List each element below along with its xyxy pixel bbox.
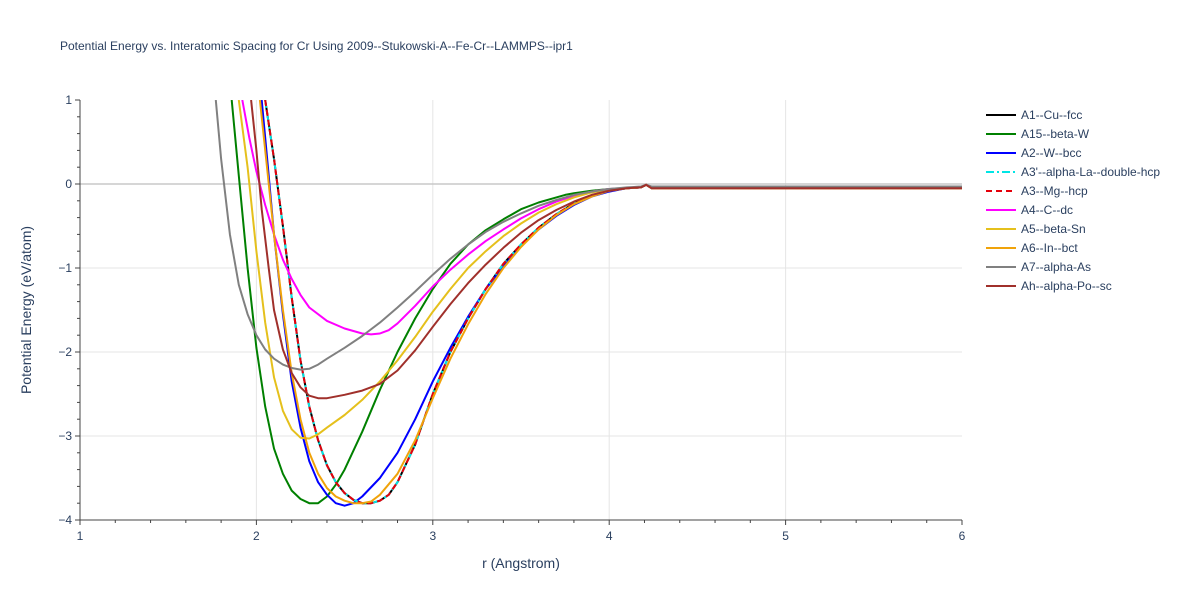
y-axis-title: Potential Energy (eV/atom) (18, 226, 34, 394)
legend-label: Ah--alpha-Po--sc (1021, 279, 1112, 293)
x-tick-label: 6 (959, 529, 966, 543)
legend-item-6[interactable]: A5--beta-Sn (986, 222, 1086, 236)
y-tick-label: 0 (65, 177, 72, 191)
legend-label: A1--Cu--fcc (1021, 108, 1082, 122)
x-tick-label: 3 (429, 529, 436, 543)
series-line-9 (250, 100, 962, 400)
y-tick-label: −2 (58, 345, 72, 359)
y-tick-label: −4 (58, 513, 72, 527)
legend-label: A2--W--bcc (1021, 146, 1081, 160)
legend-item-4[interactable]: A3--Mg--hcp (986, 184, 1088, 198)
y-tick-label: −3 (58, 429, 72, 443)
legend-item-8[interactable]: A7--alpha-As (986, 260, 1091, 274)
legend-label: A6--In--bct (1021, 241, 1078, 255)
legend-label: A4--C--dc (1021, 203, 1073, 217)
tick-labels: 1 2 3 4 5 6 1 0 −1 −2 −3 −4 (58, 93, 965, 543)
x-tick-label: 2 (253, 529, 260, 543)
gridlines (80, 100, 962, 520)
legend-label: A3'--alpha-La--double-hcp (1021, 165, 1160, 179)
legend-label: A7--alpha-As (1021, 260, 1091, 274)
x-axis-title: r (Angstrom) (482, 555, 560, 571)
legend-label: A5--beta-Sn (1021, 222, 1086, 236)
legend-item-7[interactable]: A6--In--bct (986, 241, 1078, 255)
x-tick-label: 4 (606, 529, 613, 543)
axes (75, 99, 963, 525)
series-lines (214, 100, 962, 507)
x-tick-label: 1 (77, 529, 84, 543)
legend-label: A15--beta-W (1021, 127, 1090, 141)
y-tick-label: −1 (58, 261, 72, 275)
legend-item-1[interactable]: A15--beta-W (986, 127, 1090, 141)
chart-title: Potential Energy vs. Interatomic Spacing… (60, 39, 573, 53)
legend-item-2[interactable]: A2--W--bcc (986, 146, 1081, 160)
legend-item-0[interactable]: A1--Cu--fcc (986, 108, 1082, 122)
legend-item-3[interactable]: A3'--alpha-La--double-hcp (986, 165, 1160, 179)
legend-label: A3--Mg--hcp (1021, 184, 1088, 198)
legend-item-9[interactable]: Ah--alpha-Po--sc (986, 279, 1112, 293)
legend[interactable]: A1--Cu--fcc A15--beta-W A2--W--bcc A3'--alp… (986, 108, 1160, 293)
y-tick-label: 1 (65, 93, 72, 107)
x-tick-label: 5 (782, 529, 789, 543)
legend-item-5[interactable]: A4--C--dc (986, 203, 1073, 217)
